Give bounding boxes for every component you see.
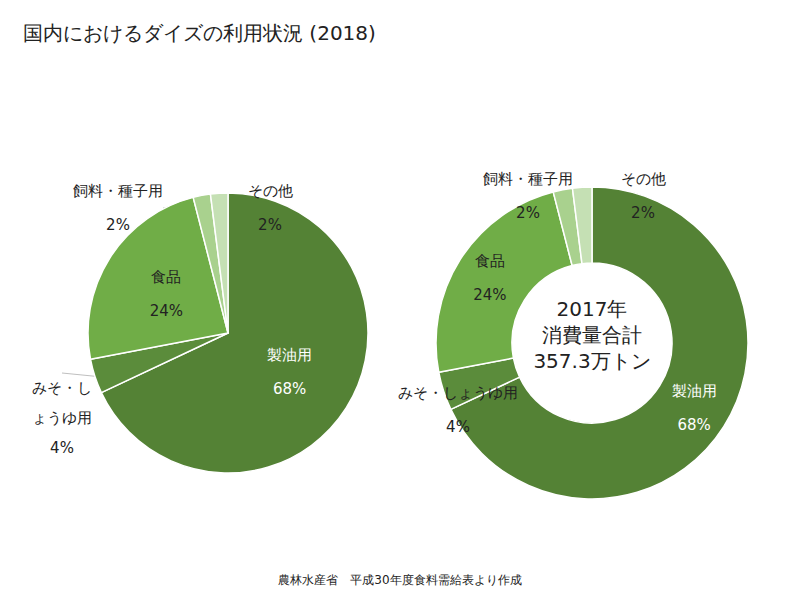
svg-text:68%: 68% <box>677 416 710 434</box>
svg-text:みそ・し: みそ・し <box>32 379 92 397</box>
svg-text:食品: 食品 <box>151 268 181 286</box>
svg-text:4%: 4% <box>446 418 470 436</box>
svg-text:24%: 24% <box>473 286 506 304</box>
svg-text:357.3万トン: 357.3万トン <box>533 349 650 373</box>
svg-text:ょうゆ用: ょうゆ用 <box>32 409 92 427</box>
svg-text:24%: 24% <box>150 302 183 320</box>
svg-text:飼料・種子用: 飼料・種子用 <box>73 182 163 200</box>
svg-text:みそ・しょうゆ用: みそ・しょうゆ用 <box>398 384 518 402</box>
svg-text:2%: 2% <box>106 216 130 234</box>
svg-text:その他: その他 <box>248 182 293 200</box>
svg-text:4%: 4% <box>50 439 74 457</box>
svg-text:製油用: 製油用 <box>267 346 312 364</box>
svg-text:製油用: 製油用 <box>672 382 717 400</box>
svg-text:2%: 2% <box>516 204 540 222</box>
svg-text:農林水産省 平成30年度食料需給表より作成: 農林水産省 平成30年度食料需給表より作成 <box>278 573 521 587</box>
svg-text:2%: 2% <box>258 216 282 234</box>
svg-text:国内におけるダイズの利用状況 (2018): 国内におけるダイズの利用状況 (2018) <box>23 21 376 45</box>
svg-text:2017年: 2017年 <box>557 297 628 321</box>
svg-text:飼料・種子用: 飼料・種子用 <box>483 170 573 188</box>
svg-text:2%: 2% <box>631 204 655 222</box>
svg-text:その他: その他 <box>621 170 666 188</box>
svg-text:消費量合計: 消費量合計 <box>542 323 642 347</box>
svg-text:68%: 68% <box>273 380 306 398</box>
svg-text:食品: 食品 <box>475 252 505 270</box>
